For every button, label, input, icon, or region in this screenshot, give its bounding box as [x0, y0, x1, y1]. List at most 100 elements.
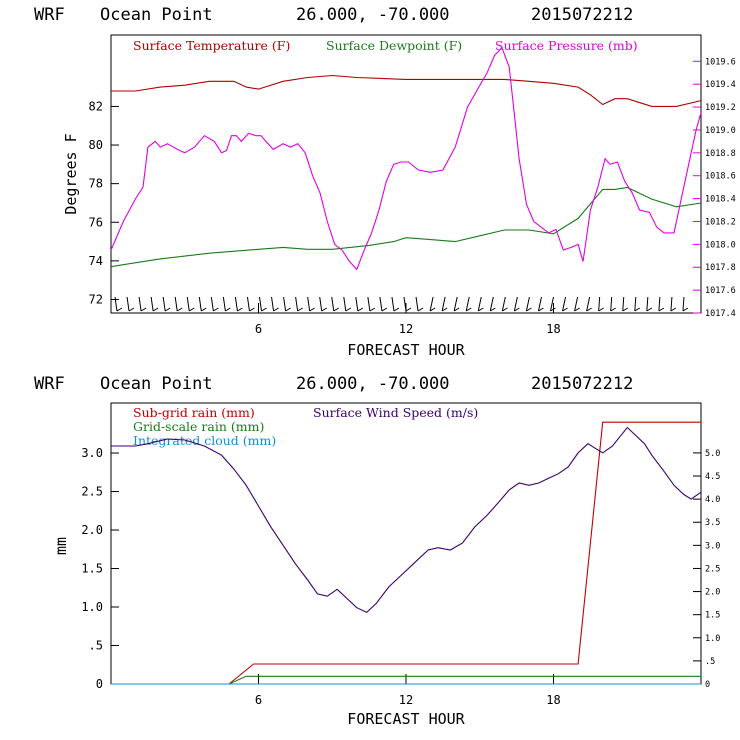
series-line-surface-wind-speed-m-s — [111, 426, 702, 614]
bottom-x-axis-label: FORECAST HOUR — [347, 710, 465, 728]
y-tick-label: 74 — [89, 254, 103, 268]
y2-tick-label: 1.0 — [705, 634, 720, 644]
top-header-location: Ocean Point — [100, 5, 213, 25]
y2-tick-label: 1017.4 — [705, 309, 736, 319]
wind-barb-flag — [357, 307, 364, 312]
wind-barb — [610, 296, 613, 312]
y-tick-label: 82 — [89, 99, 103, 113]
top-plot-frame — [110, 34, 702, 314]
y-tick-label: 80 — [89, 138, 103, 152]
wind-barb-flag — [598, 307, 604, 312]
top-left-ticks: 72 74 76 78 80 82 — [89, 99, 119, 306]
wind-barb-flag — [213, 307, 219, 312]
wind-barb-flag — [526, 307, 532, 312]
bottom-y-axis-label: mm — [52, 537, 70, 555]
wind-barb-flag — [646, 307, 653, 312]
wind-barb — [186, 296, 190, 312]
series-line-surface-dewpoint-f — [110, 186, 702, 268]
y2-tick-label: 1017.6 — [705, 286, 736, 296]
y-tick-label: 0 — [96, 677, 103, 691]
wind-barb-flag — [321, 307, 327, 312]
wind-barb — [658, 296, 661, 312]
y-tick-label: 1.5 — [81, 562, 103, 576]
wind-barb-flag — [128, 307, 135, 312]
wind-barb-flag — [249, 307, 255, 312]
wind-barb — [634, 296, 637, 312]
y2-tick-label: 1018.6 — [705, 172, 736, 182]
wind-barb — [367, 296, 371, 312]
wind-barb — [682, 296, 685, 312]
wind-barb — [415, 296, 419, 312]
wind-barb — [114, 296, 118, 312]
y2-tick-label: 2.0 — [705, 588, 720, 598]
top-header-init: 2015072212 — [531, 5, 633, 25]
wind-barb-flag — [201, 307, 207, 312]
top-header-coords: 26.000, -70.000 — [296, 5, 450, 25]
y2-tick-label: 1018.8 — [705, 149, 736, 159]
y2-tick-label: 1018.4 — [705, 195, 736, 205]
bottom-legend-wind-speed: Surface Wind Speed (m/s) — [313, 405, 478, 420]
y-tick-label: 3.0 — [81, 446, 103, 460]
wind-barb — [391, 296, 395, 312]
wind-barb — [271, 296, 275, 312]
bottom-header-coords: 26.000, -70.000 — [296, 374, 450, 394]
wind-barb-flag — [369, 307, 376, 312]
wind-barb-flag — [610, 307, 616, 312]
wind-barb-flag — [682, 307, 689, 312]
wind-barb-flag — [562, 307, 568, 312]
wind-barb — [429, 296, 434, 312]
wind-barb — [126, 296, 130, 312]
wind-barb-flag — [417, 307, 424, 312]
bottom-legend-gridscale-rain: Grid-scale rain (mm) — [133, 419, 264, 434]
top-series-lines — [110, 46, 702, 271]
y-tick-label: 1.0 — [81, 600, 103, 614]
x-tick-label: 18 — [546, 693, 560, 707]
y2-tick-label: 1019.4 — [705, 80, 736, 90]
wind-barb — [477, 296, 482, 312]
wind-barb — [441, 296, 446, 312]
wind-barb — [343, 296, 347, 312]
wind-barb — [283, 296, 287, 312]
top-x-ticks: 6 12 18 — [110, 303, 702, 336]
wind-barb-flag — [574, 307, 580, 312]
y2-tick-label: 1.5 — [705, 611, 720, 621]
wind-barb-flag — [453, 307, 460, 312]
bottom-legend-integrated-cloud: Integrated cloud (mm) — [133, 433, 276, 448]
bottom-left-ticks: 0 .5 1.0 1.5 2.0 2.5 3.0 — [81, 446, 119, 691]
wind-barb-flag — [586, 307, 592, 312]
wind-barb — [646, 296, 649, 312]
x-tick-label: 6 — [255, 322, 262, 336]
bottom-header-model: WRF — [34, 374, 65, 394]
wind-barb-flag — [381, 307, 388, 312]
wind-barb — [670, 296, 673, 312]
wind-barb — [198, 296, 202, 312]
wind-barb — [622, 296, 625, 312]
wind-barb — [574, 296, 579, 312]
wind-barb — [453, 296, 458, 312]
wind-barb — [222, 296, 226, 312]
wind-barb — [295, 296, 299, 312]
wind-barb — [489, 296, 494, 312]
y2-tick-label: 5.0 — [705, 449, 720, 459]
top-right-ticks: 1017.4 1017.6 1017.8 1018.0 1018.2 1018.4 1018… — [693, 57, 736, 319]
y2-tick-label: 1019.0 — [705, 126, 736, 136]
top-header-model: WRF — [34, 5, 65, 25]
wind-barb-flag — [261, 307, 267, 312]
wind-barb-flag — [538, 307, 544, 312]
wind-barb-flag — [188, 307, 195, 312]
wind-barb — [501, 296, 506, 312]
wind-barb — [562, 296, 567, 312]
x-tick-label: 12 — [399, 693, 413, 707]
wind-barb-flag — [152, 307, 159, 312]
wind-barb — [355, 296, 359, 312]
wind-barb-flag — [670, 307, 677, 312]
x-tick-label: 6 — [255, 693, 262, 707]
x-tick-label: 12 — [399, 322, 413, 336]
wind-barb-flag — [429, 307, 436, 312]
wind-barb — [234, 296, 238, 312]
y2-tick-label: 3.0 — [705, 541, 720, 551]
top-legend-temperature: Surface Temperature (F) — [133, 38, 290, 53]
wind-barb-flag — [658, 307, 665, 312]
bottom-legend-subgrid-rain: Sub-grid rain (mm) — [133, 405, 255, 420]
